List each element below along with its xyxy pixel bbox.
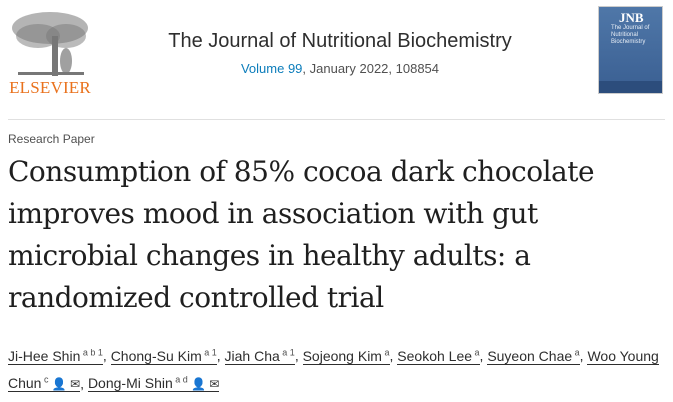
journal-cover[interactable]: JNB The Journal of Nutritional Biochemis…	[598, 6, 663, 94]
affiliation-marks: a d	[172, 374, 188, 385]
affiliation-marks: c	[41, 374, 49, 385]
author-name: Dong-Mi Shin	[87, 375, 173, 392]
affiliation-marks: a 1	[201, 347, 217, 357]
author-name: Sojeong Kim	[302, 347, 382, 364]
author-name: Ji-Hee Shin	[8, 347, 81, 364]
author-name: Suyeon Chae	[487, 347, 573, 364]
cover-bar	[599, 81, 662, 93]
author-link[interactable]: Suyeon Chae a	[487, 347, 580, 365]
author-link[interactable]: Ji-Hee Shin a b 1	[8, 347, 103, 365]
person-icon[interactable]: 👤	[48, 377, 67, 392]
elsevier-tree-logo[interactable]	[8, 6, 92, 96]
cover-title: The Journal of Nutritional Biochemistry	[611, 25, 650, 45]
divider	[8, 119, 665, 120]
author-link[interactable]: Sojeong Kim a	[302, 347, 390, 365]
author-name: Seokoh Lee	[397, 347, 473, 364]
affiliation-marks: a b 1	[80, 347, 103, 357]
affiliation-marks: a	[472, 347, 480, 357]
separator: ,	[80, 375, 88, 392]
person-icon[interactable]: 👤	[187, 377, 207, 392]
publisher-name: ELSEVIER	[9, 78, 91, 97]
cover-abbrev: JNB	[619, 10, 644, 25]
separator: ,	[479, 347, 488, 364]
issue-info: , January 2022, 108854	[302, 61, 440, 76]
article-type: Research Paper	[8, 132, 95, 146]
author-link[interactable]: Woo Young Chun c 👤 ✉	[8, 347, 659, 393]
separator: ,	[102, 347, 111, 364]
journal-volume: Volume 99, January 2022, 108854	[110, 61, 570, 76]
author-name: Woo Young Chun	[8, 347, 659, 392]
author-list: Ji-Hee Shin a b 1, Chong-Su Kim a 1, Jia…	[8, 340, 668, 396]
author-name: Jiah Cha	[224, 347, 280, 364]
author-link[interactable]: Seokoh Lee a	[397, 347, 480, 365]
affiliation-marks: a	[572, 347, 580, 357]
author-link[interactable]: Dong-Mi Shin a d 👤 ✉	[87, 374, 220, 393]
envelope-icon[interactable]: ✉	[66, 377, 81, 392]
author-link[interactable]: Chong-Su Kim a 1	[110, 347, 217, 365]
affiliation-marks: a 1	[279, 347, 295, 357]
separator: ,	[389, 347, 398, 364]
affiliation-marks: a	[381, 347, 390, 357]
article-title: Consumption of 85% cocoa dark chocolate …	[8, 155, 595, 314]
separator: ,	[579, 347, 588, 364]
separator: ,	[294, 347, 303, 364]
journal-title[interactable]: The Journal of Nutritional Biochemistry	[168, 30, 512, 52]
author-link[interactable]: Jiah Cha a 1	[224, 347, 295, 365]
volume-link[interactable]: Volume 99	[240, 61, 303, 76]
separator: ,	[216, 347, 225, 364]
envelope-icon[interactable]: ✉	[206, 377, 220, 392]
author-name: Chong-Su Kim	[110, 347, 202, 364]
